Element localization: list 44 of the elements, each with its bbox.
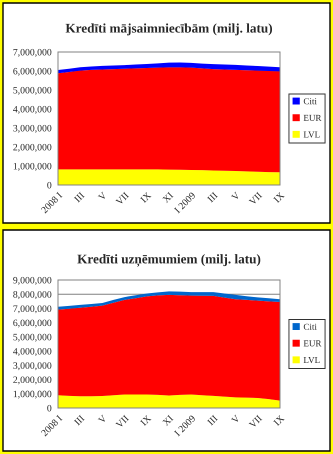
x-tick-label: IX xyxy=(273,414,285,426)
legend-label: LVL xyxy=(304,132,320,138)
x-tick-label: III xyxy=(74,192,85,203)
y-tick-label: 2,000,000 xyxy=(13,376,52,384)
legend-label: Citi xyxy=(304,98,317,104)
x-tick-label: XI xyxy=(162,192,174,204)
x-tick-label: IX xyxy=(140,192,152,204)
y-tick-label: 4,000,000 xyxy=(13,348,52,356)
y-tick-label: 3,000,000 xyxy=(13,362,52,370)
x-tick-label: V xyxy=(230,192,240,202)
y-tick-label: 8,000,000 xyxy=(13,291,52,300)
y-tick-label: 4,000,000 xyxy=(13,106,52,114)
x-tick-label: III xyxy=(207,414,218,426)
y-tick-label: 7,000,000 xyxy=(14,48,52,57)
x-tick-label: III xyxy=(74,414,85,426)
x-tick-label: IX xyxy=(140,414,152,426)
y-tick-label: 2,000,000 xyxy=(13,144,52,152)
legend-label: EUR xyxy=(304,340,322,346)
x-tick-label: VII xyxy=(115,192,130,206)
y-tick-label: 6,000,000 xyxy=(13,320,52,328)
y-tick-label: 7,000,000 xyxy=(14,305,52,314)
x-tick-label: VII xyxy=(115,414,130,429)
y-tick-label: 5,000,000 xyxy=(13,334,52,342)
x-tick-label: V xyxy=(230,414,240,424)
y-tick-label: 0 xyxy=(47,182,52,188)
chart-title: Kredīti mājsaimniecībām (milj. latu) xyxy=(66,23,272,36)
legend-label: LVL xyxy=(304,357,320,364)
legend-label: Citi xyxy=(304,324,317,330)
y-tick-label: 5,000,000 xyxy=(13,86,52,95)
x-tick-label: VII xyxy=(248,414,262,429)
chart-title: Kredīti uzņēmumiem (milj. latu) xyxy=(77,254,260,267)
x-tick-label: V xyxy=(98,414,108,424)
y-tick-label: 1,000,000 xyxy=(14,162,52,171)
x-tick-label: IX xyxy=(273,192,285,204)
x-tick-label: VII xyxy=(248,192,262,206)
y-tick-label: 3,000,000 xyxy=(13,124,52,133)
y-tick-label: 1,000,000 xyxy=(14,390,52,399)
y-tick-label: 9,000,000 xyxy=(13,276,52,285)
y-tick-label: 6,000,000 xyxy=(13,68,52,76)
legend-label: EUR xyxy=(304,114,322,121)
x-tick-label: III xyxy=(207,192,218,203)
y-tick-label: 0 xyxy=(47,404,52,412)
x-tick-label: V xyxy=(98,192,108,202)
x-tick-label: XI xyxy=(162,414,174,426)
